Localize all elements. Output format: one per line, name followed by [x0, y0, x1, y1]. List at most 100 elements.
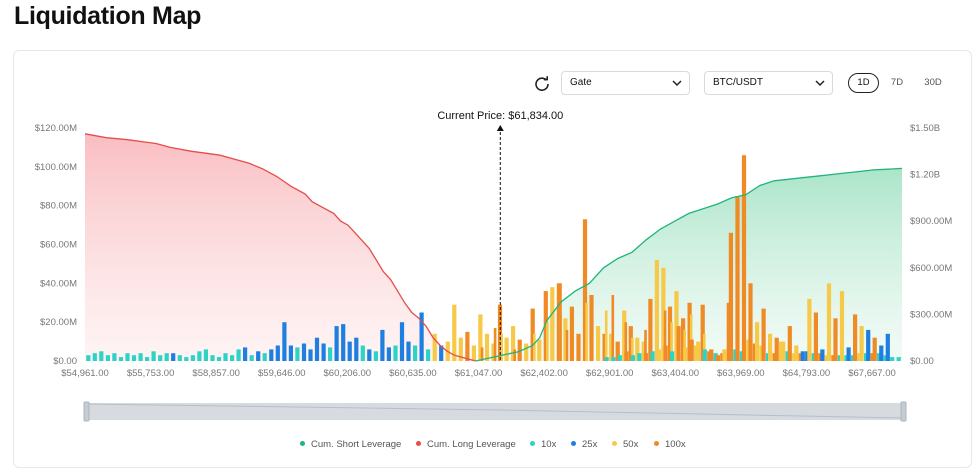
- bar-right-38[interactable]: [853, 314, 858, 361]
- bar-right-21[interactable]: [741, 155, 747, 361]
- bar-42[interactable]: [360, 345, 365, 362]
- bar-10[interactable]: [151, 351, 156, 361]
- bar-extra-0[interactable]: [546, 322, 549, 361]
- bar-90[interactable]: [674, 291, 679, 361]
- bar-89[interactable]: [667, 306, 673, 361]
- bar-right-3[interactable]: [624, 351, 629, 361]
- bar-82[interactable]: [622, 310, 627, 362]
- bar-right-31[interactable]: [807, 298, 812, 361]
- bar-124[interactable]: [896, 357, 901, 361]
- bar-right-15[interactable]: [702, 349, 707, 361]
- bar-49[interactable]: [406, 341, 411, 361]
- bar-extra-13[interactable]: [689, 314, 693, 361]
- bar-20[interactable]: [216, 357, 222, 361]
- bar-1[interactable]: [92, 353, 97, 361]
- bar-32[interactable]: [295, 347, 300, 361]
- bar-right-1[interactable]: [611, 357, 616, 361]
- bar-80[interactable]: [609, 333, 614, 361]
- bar-121[interactable]: [877, 353, 882, 361]
- bar-27[interactable]: [262, 353, 267, 361]
- bar-83[interactable]: [628, 326, 633, 361]
- bar-5[interactable]: [118, 357, 124, 361]
- bar-36[interactable]: [321, 343, 326, 362]
- bar-right-7[interactable]: [650, 351, 655, 361]
- bar-59[interactable]: [471, 345, 476, 362]
- bar-14[interactable]: [177, 355, 182, 361]
- bar-right-19[interactable]: [728, 232, 733, 361]
- bar-right-8[interactable]: [656, 349, 662, 361]
- bar-81[interactable]: [615, 341, 620, 361]
- zoom-handle-left[interactable]: [83, 401, 90, 422]
- bar-right-32[interactable]: [813, 312, 818, 362]
- bar-66[interactable]: [517, 339, 522, 361]
- bar-17[interactable]: [197, 351, 202, 361]
- bar-extra-12[interactable]: [663, 310, 667, 362]
- bar-7[interactable]: [131, 355, 137, 361]
- bar-extra-8[interactable]: [631, 337, 634, 361]
- bar-extra-7[interactable]: [533, 333, 536, 361]
- bar-71[interactable]: [550, 287, 555, 361]
- bar-right-18[interactable]: [722, 349, 727, 361]
- bar-84[interactable]: [635, 337, 640, 361]
- bar-79[interactable]: [602, 333, 607, 361]
- bar-right-10[interactable]: [670, 351, 675, 361]
- bar-68[interactable]: [530, 308, 535, 361]
- bar-right-41[interactable]: [872, 337, 877, 361]
- legend-50x[interactable]: 50x: [612, 439, 638, 450]
- bar-right-16[interactable]: [709, 349, 714, 361]
- range-30d-button[interactable]: 30D: [924, 77, 942, 88]
- bar-extra-9[interactable]: [644, 329, 647, 361]
- bar-64[interactable]: [504, 337, 509, 361]
- bar-37[interactable]: [328, 347, 333, 361]
- zoom-handle-right[interactable]: [900, 401, 907, 422]
- bar-48[interactable]: [399, 322, 405, 361]
- bar-right-39[interactable]: [859, 326, 864, 361]
- bar-47[interactable]: [393, 345, 398, 362]
- exchange-select[interactable]: Gate: [561, 71, 690, 95]
- bar-75[interactable]: [576, 333, 581, 361]
- bar-right-36[interactable]: [839, 291, 845, 361]
- pair-select[interactable]: BTC/USDT: [704, 71, 833, 95]
- bar-right-28[interactable]: [787, 326, 792, 361]
- bar-right-9[interactable]: [663, 345, 668, 362]
- bar-65[interactable]: [511, 326, 516, 361]
- bar-15[interactable]: [184, 357, 189, 361]
- bar-87[interactable]: [654, 260, 659, 361]
- legend-cum-long[interactable]: Cum. Long Leverage: [416, 439, 516, 450]
- bar-right-40[interactable]: [866, 329, 871, 361]
- bar-70[interactable]: [543, 291, 548, 361]
- bar-99[interactable]: [733, 349, 738, 361]
- bar-right-26[interactable]: [774, 337, 779, 361]
- bar-right-2[interactable]: [617, 355, 622, 361]
- bar-23[interactable]: [236, 349, 241, 361]
- bar-12[interactable]: [164, 353, 169, 361]
- bar-50[interactable]: [413, 345, 418, 362]
- bar-right-23[interactable]: [755, 322, 760, 361]
- bar-46[interactable]: [386, 347, 391, 361]
- bar-18[interactable]: [203, 349, 208, 361]
- bar-extra-3[interactable]: [604, 310, 608, 362]
- bar-21[interactable]: [223, 353, 228, 361]
- bar-85[interactable]: [641, 341, 646, 361]
- bar-right-43[interactable]: [885, 333, 890, 361]
- bar-92[interactable]: [687, 302, 692, 362]
- bar-right-20[interactable]: [735, 196, 740, 361]
- bar-88[interactable]: [661, 267, 666, 361]
- bar-122[interactable]: [883, 355, 888, 361]
- bar-right-33[interactable]: [820, 349, 825, 361]
- zoom-slider[interactable]: [83, 401, 907, 422]
- bar-57[interactable]: [458, 337, 463, 361]
- bar-19[interactable]: [210, 355, 215, 361]
- bar-right-12[interactable]: [683, 347, 688, 361]
- bar-25[interactable]: [249, 355, 254, 361]
- bar-right-6[interactable]: [643, 353, 649, 361]
- bar-54[interactable]: [439, 345, 444, 362]
- bar-extra-15[interactable]: [500, 333, 503, 361]
- bar-13[interactable]: [171, 353, 176, 361]
- bar-6[interactable]: [125, 353, 130, 361]
- legend-25x[interactable]: 25x: [571, 439, 597, 450]
- bar-77[interactable]: [589, 295, 594, 361]
- bar-108[interactable]: [792, 353, 797, 361]
- bar-61[interactable]: [484, 333, 490, 361]
- bar-8[interactable]: [138, 353, 143, 361]
